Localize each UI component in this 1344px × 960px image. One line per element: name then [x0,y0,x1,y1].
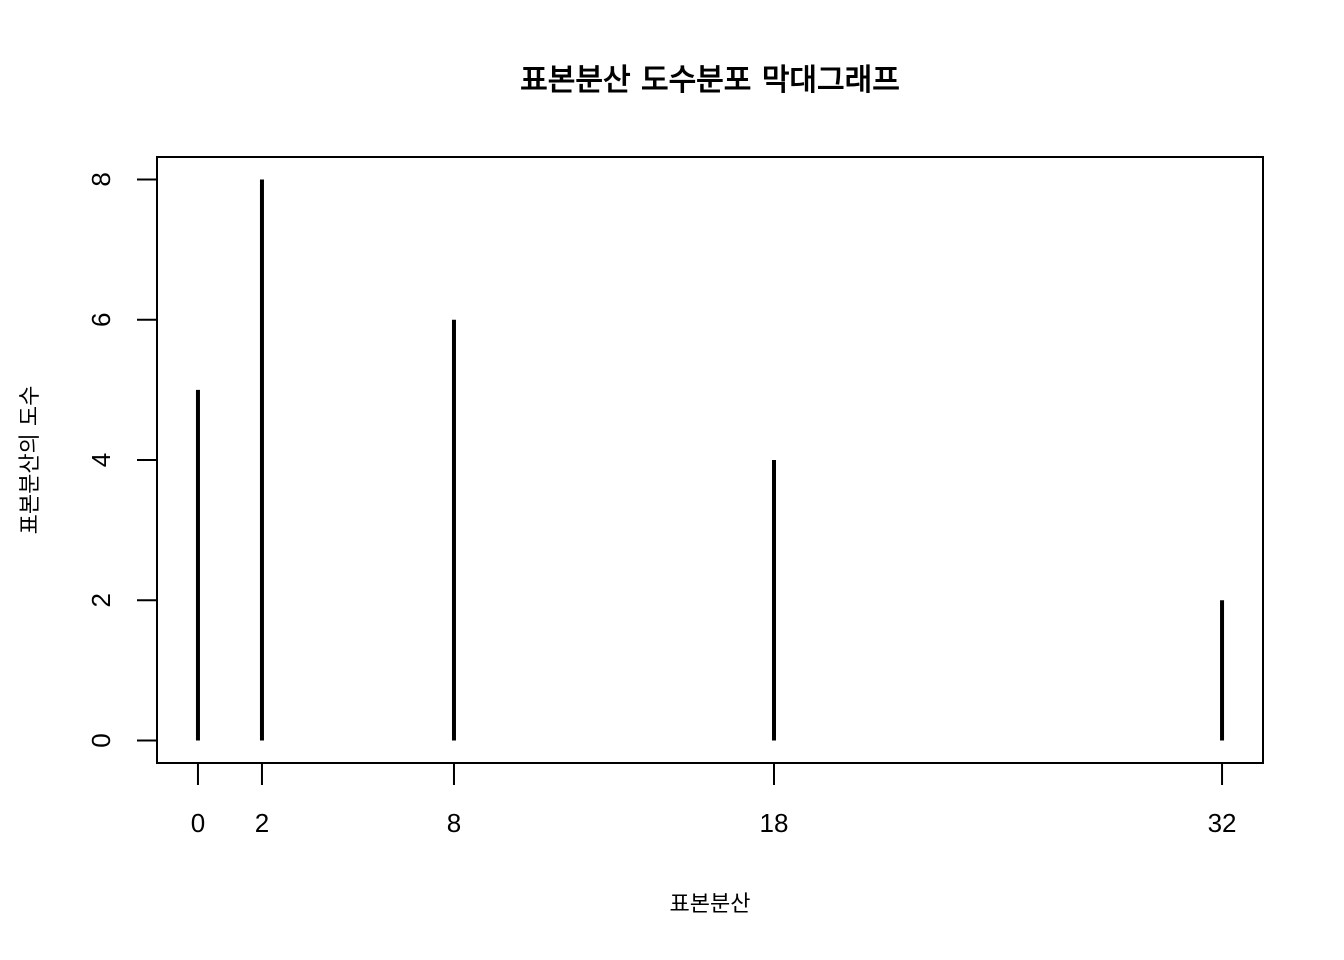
y-tick-label-0: 0 [86,733,116,747]
x-tick-label-32: 32 [1208,808,1237,838]
y-tick-label-8: 8 [86,172,116,186]
y-tick-label-2: 2 [86,593,116,607]
y-tick-label-6: 6 [86,312,116,326]
chart-title: 표본분산 도수분포 막대그래프 [520,63,900,98]
x-tick-label-0: 0 [191,808,205,838]
y-axis-label: 표본분산의 도수 [18,386,43,535]
x-tick-label-2: 2 [255,808,269,838]
x-tick-label-8: 8 [447,808,461,838]
x-tick-label-18: 18 [760,808,789,838]
bars [195,179,1225,741]
x-axis-label: 표본분산 [670,892,751,917]
x-axis: 0 2 8 18 32 [191,762,1237,838]
y-tick-label-4: 4 [86,453,116,467]
y-axis: 0 2 4 6 8 [86,172,158,748]
